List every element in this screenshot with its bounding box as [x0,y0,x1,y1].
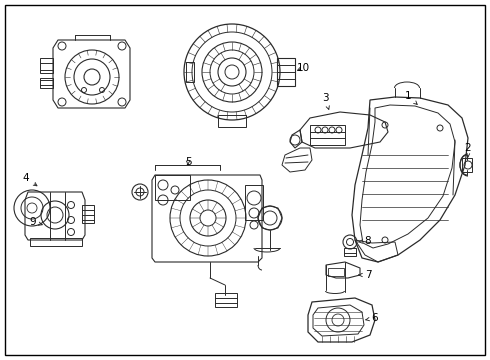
Text: 3: 3 [322,93,329,109]
Bar [310,125,345,145]
Text: 9: 9 [30,217,42,227]
Bar [344,248,356,256]
Bar [186,62,194,82]
Bar [30,238,82,246]
Bar [40,58,53,73]
Text: 1: 1 [405,91,417,104]
Text: 4: 4 [23,173,37,186]
Bar [40,78,53,88]
Bar [245,185,263,220]
Text: 8: 8 [359,236,371,246]
Bar [215,293,237,307]
Bar [462,158,472,172]
Text: 6: 6 [366,313,378,323]
Bar [218,115,246,127]
Text: 7: 7 [359,270,371,280]
Bar [82,205,94,223]
Bar [328,268,344,276]
Bar [277,58,295,86]
Text: 2: 2 [465,143,471,157]
Text: 5: 5 [185,157,191,167]
Bar [155,175,190,200]
Text: 10: 10 [296,63,310,73]
